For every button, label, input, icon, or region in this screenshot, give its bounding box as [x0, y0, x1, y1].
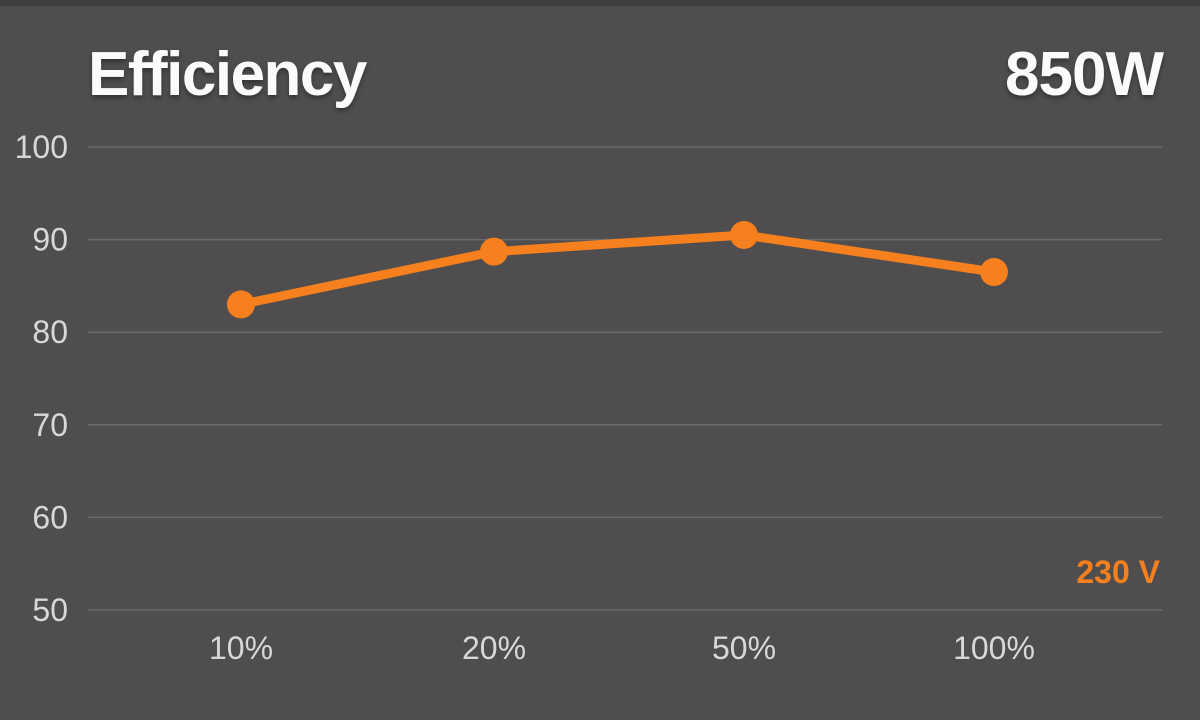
data-point	[480, 237, 508, 266]
y-axis-tick-label: 60	[32, 499, 68, 535]
x-axis-tick-label: 50%	[712, 630, 776, 666]
data-point	[227, 290, 255, 319]
data-point	[980, 258, 1008, 287]
x-axis-tick-label: 20%	[462, 630, 526, 666]
x-axis-tick-label: 10%	[209, 630, 273, 666]
efficiency-line	[236, 230, 999, 309]
y-axis-tick-label: 100	[15, 129, 68, 165]
y-axis-tick-label: 50	[32, 592, 68, 628]
y-axis-tick-label: 80	[32, 314, 68, 350]
y-axis-tick-label: 70	[32, 407, 68, 443]
wattage-label: 850W	[1005, 40, 1164, 109]
x-axis-tick-label: 100%	[953, 630, 1035, 666]
y-axis-tick-label: 90	[32, 222, 68, 258]
chart-title: Efficiency	[88, 40, 367, 109]
voltage-legend-label: 230 V	[1076, 554, 1160, 590]
data-point	[730, 220, 758, 249]
